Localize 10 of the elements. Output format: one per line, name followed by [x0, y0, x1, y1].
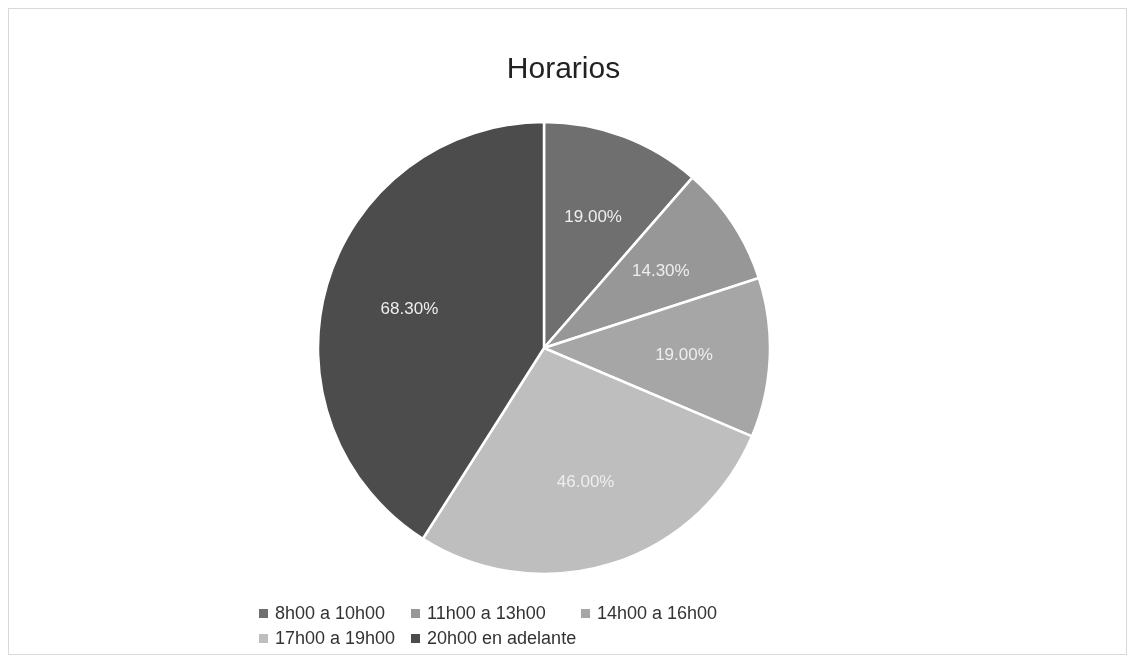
legend-label: 17h00 a 19h00 — [275, 628, 396, 649]
legend-label: 20h00 en adelante — [427, 628, 577, 649]
data-label: 68.30% — [380, 299, 439, 319]
data-label: 19.00% — [564, 207, 622, 227]
legend-label: 11h00 a 13h00 — [427, 603, 546, 624]
legend-label: 14h00 a 16h00 — [597, 603, 718, 624]
data-label: 19.00% — [655, 344, 713, 364]
legend-label: 8h00 a 10h00 — [275, 603, 386, 624]
data-label: 14.30% — [632, 261, 690, 281]
chart-title: Horarios — [505, 51, 622, 86]
